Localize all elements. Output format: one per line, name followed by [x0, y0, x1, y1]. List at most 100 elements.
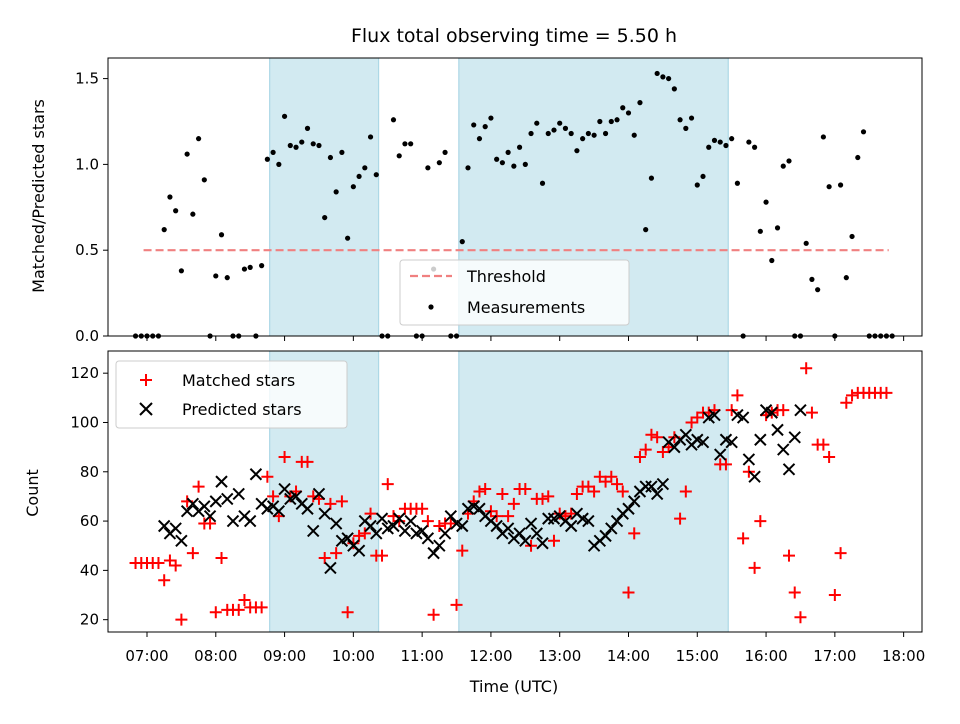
matched-point — [828, 589, 841, 602]
bottom-x-tick-label: 07:00 — [125, 647, 168, 665]
predicted-point — [530, 527, 543, 540]
matched-point — [456, 544, 469, 557]
measurement-point — [557, 120, 563, 126]
bottom-x-tick-label: 13:00 — [538, 647, 581, 665]
predicted-point — [501, 522, 515, 535]
matched-series — [129, 362, 893, 626]
predicted-point — [421, 532, 435, 545]
bottom-x-tick-label: 14:00 — [607, 647, 650, 665]
measurement-point — [333, 189, 339, 195]
measurement-point — [155, 333, 162, 339]
measurement-point — [562, 125, 569, 131]
matched-point — [794, 611, 807, 624]
measurement-point — [436, 160, 442, 166]
predicted-point — [221, 492, 234, 506]
measurement-point — [757, 228, 763, 234]
predicted-point — [289, 490, 303, 503]
bottom-x-tick-label: 15:00 — [676, 647, 719, 665]
predicted-point — [736, 411, 750, 424]
matched-point — [335, 495, 348, 508]
predicted-point — [490, 519, 503, 533]
measurement-point — [190, 211, 196, 217]
x-axis-label: Time (UTC) — [469, 677, 558, 696]
bottom-y-tick-label: 80 — [80, 463, 99, 481]
bottom-y-tick-label: 120 — [70, 364, 99, 382]
bottom-x-tick-label: 12:00 — [469, 647, 512, 665]
measurement-point — [150, 333, 156, 339]
measurement-point — [356, 173, 362, 180]
measurement-point — [832, 333, 838, 339]
measurement-point — [425, 165, 431, 171]
measurement-point — [774, 225, 781, 231]
matched-point — [238, 593, 251, 606]
measurement-point — [660, 74, 666, 80]
predicted-point — [444, 509, 458, 523]
top-y-tick-label: 0.0 — [75, 327, 99, 345]
measurement-point — [849, 233, 855, 240]
bottom-legend: Matched stars Predicted stars — [115, 360, 348, 429]
measurement-point — [310, 141, 316, 147]
top-axes: 0.0 0.5 1.0 1.5 — [75, 57, 923, 345]
matched-point — [158, 574, 171, 587]
predicted-point — [599, 529, 612, 543]
measurement-point — [373, 172, 379, 178]
measurement-point — [264, 156, 270, 162]
predicted-point — [393, 512, 406, 525]
matched-point — [588, 485, 601, 498]
bottom-y-tick-label: 20 — [80, 611, 99, 629]
measurement-point — [648, 175, 655, 181]
matched-point — [301, 455, 314, 468]
matched-point — [427, 608, 440, 621]
measurement-point — [883, 333, 890, 339]
matched-point — [186, 547, 199, 560]
predicted-point — [427, 546, 440, 560]
predicted-point — [708, 408, 721, 422]
matched-point — [496, 487, 509, 500]
measurement-point — [643, 227, 649, 233]
measurement-point — [236, 333, 242, 339]
predicted-point — [387, 519, 400, 533]
measurement-point — [763, 199, 769, 205]
predicted-point — [364, 519, 377, 533]
predicted-point — [352, 544, 366, 557]
measurement-point — [866, 333, 872, 339]
measurement-point — [580, 136, 586, 142]
matched-point — [719, 458, 732, 471]
measurement-point — [230, 333, 236, 339]
measurement-point — [671, 86, 677, 92]
measurement-point — [717, 139, 723, 145]
bottom-x-tick-label: 10:00 — [332, 647, 375, 665]
measurement-series — [132, 70, 895, 339]
measurement-point — [505, 149, 511, 155]
predicted-point — [249, 468, 263, 481]
matched-point — [330, 547, 343, 560]
predicted-point — [628, 495, 641, 508]
matched-point — [169, 559, 182, 572]
measurement-point — [259, 263, 265, 269]
measurement-point — [568, 130, 574, 137]
measurement-point — [167, 194, 173, 200]
measurement-point — [803, 240, 809, 246]
predicted-point — [788, 431, 801, 444]
measurement-point — [688, 115, 695, 121]
matched-point — [232, 603, 245, 616]
matched-point — [175, 613, 188, 626]
measurement-point — [855, 154, 861, 161]
measurement-point — [362, 165, 368, 171]
measurement-point — [218, 232, 225, 238]
predicted-point — [582, 514, 595, 528]
predicted-point — [226, 514, 240, 528]
matched-point — [645, 428, 658, 441]
measurement-point — [281, 113, 288, 119]
predicted-point — [370, 527, 383, 540]
matched-point — [450, 598, 463, 611]
measurement-point — [408, 141, 414, 147]
measurement-point — [287, 142, 293, 149]
matched-point — [473, 485, 486, 498]
measurement-point — [339, 149, 345, 155]
measurement-point — [207, 333, 213, 339]
measurement-point — [494, 156, 500, 162]
legend-predicted-label: Predicted stars — [182, 400, 302, 419]
predicted-point — [754, 433, 767, 446]
matched-point — [215, 552, 228, 565]
